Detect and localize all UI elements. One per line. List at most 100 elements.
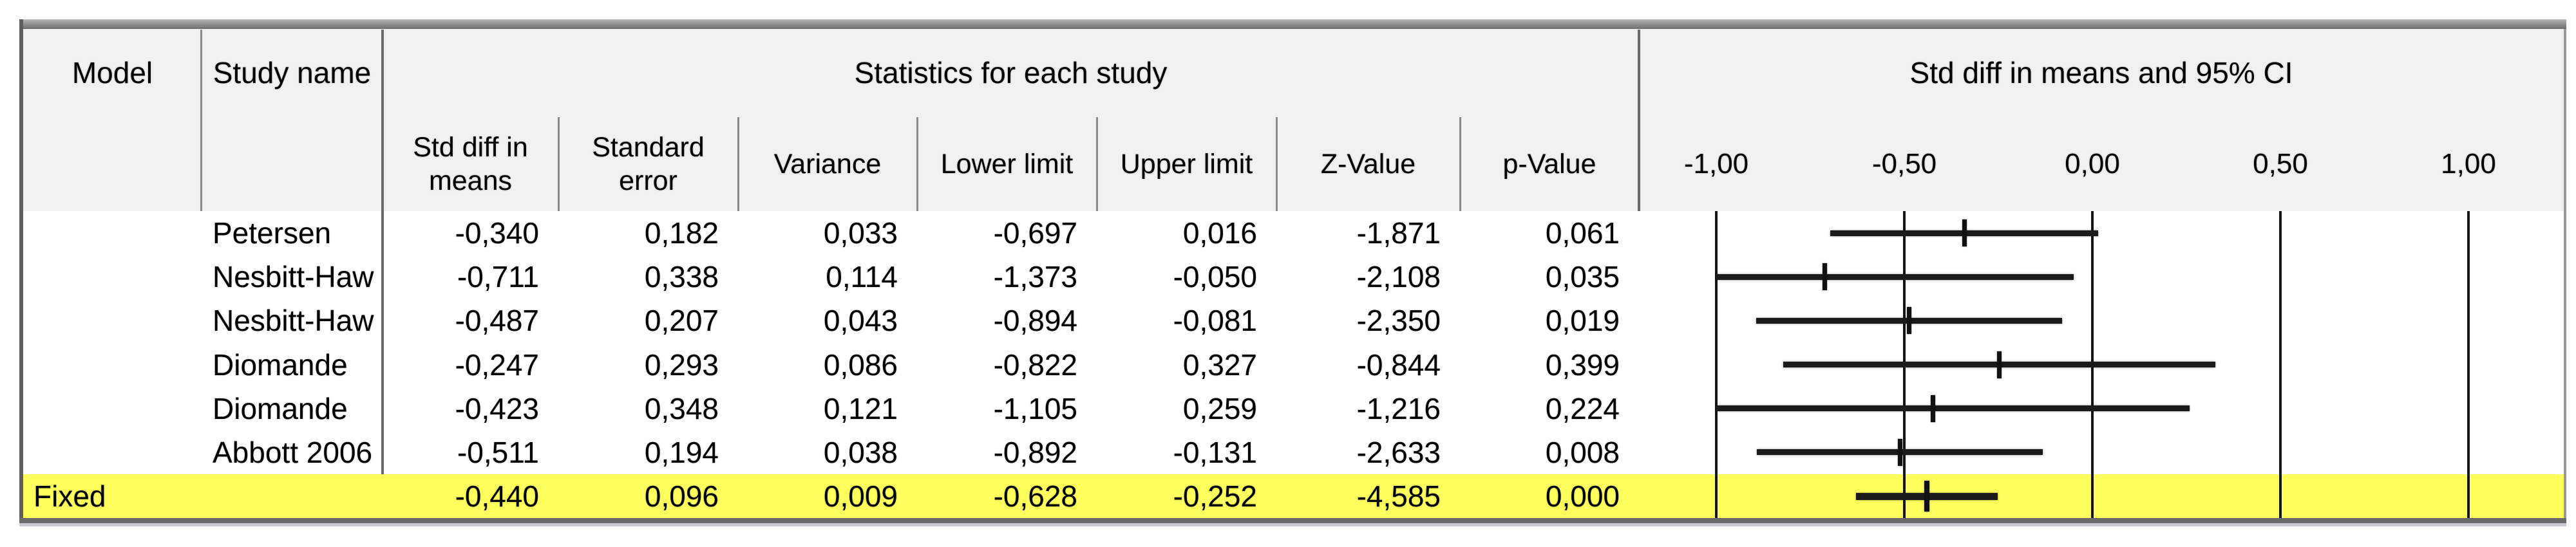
table-top-border xyxy=(19,19,2566,29)
divider-study-stats xyxy=(381,30,384,518)
cell-variance: 0,038 xyxy=(823,435,898,469)
ci-marker-abbott-2006 xyxy=(1898,438,1903,466)
cell-lower-limit: -0,894 xyxy=(993,304,1077,338)
table-row[interactable]: Fixed -0,440 0,096 0,009 -0,628 -0,252 -4,585 0… xyxy=(0,474,2576,518)
cell-variance: 0,114 xyxy=(826,260,898,294)
cell-std-diff: -0,511 xyxy=(457,435,539,469)
table-row[interactable]: Diomande -0,423 0,348 0,121 -1,105 0,259 -1,21… xyxy=(0,387,2576,431)
table-bottom-shadow xyxy=(19,523,2566,526)
cell-model xyxy=(23,387,202,431)
divider-stat-3 xyxy=(916,117,918,211)
cell-p-value: 0,008 xyxy=(1545,435,1620,469)
cell-lower-limit: -1,105 xyxy=(993,391,1077,425)
divider-stat-6 xyxy=(1459,117,1461,211)
table-row[interactable]: Nesbitt-Haw -0,487 0,207 0,043 -0,894 -0,081 -… xyxy=(0,299,2576,342)
cell-model: Fixed xyxy=(33,479,106,513)
cell-study-name: Abbott 2006 xyxy=(213,435,373,469)
ci-marker-diomande xyxy=(1931,394,1936,422)
divider-stat-2 xyxy=(737,117,739,211)
stat-subheader-6: Z-Value xyxy=(1320,149,1416,180)
cell-variance: 0,009 xyxy=(823,479,898,513)
cell-lower-limit: -0,628 xyxy=(993,479,1077,513)
cell-study-name: Nesbitt-Haw xyxy=(213,260,374,294)
table-row[interactable]: Abbott 2006 -0,511 0,194 0,038 -0,892 -0,131 -… xyxy=(0,431,2576,474)
cell-std-diff: -0,487 xyxy=(455,304,539,338)
cell-z-value: -2,350 xyxy=(1356,304,1441,338)
axis-tick-label--0,50: -0,50 xyxy=(1871,148,1937,180)
cell-std-error: 0,194 xyxy=(644,435,719,469)
cell-study-name xyxy=(202,474,383,518)
cell-lower-limit: -0,697 xyxy=(993,216,1077,250)
ci-marker-diomande xyxy=(1997,351,2002,378)
cell-lower-limit: -1,373 xyxy=(993,260,1077,294)
table-bottom-border xyxy=(19,518,2566,523)
divider-stats-plot xyxy=(1638,30,1640,211)
table-row[interactable]: Diomande -0,247 0,293 0,086 -0,822 0,327 -0,84… xyxy=(0,343,2576,387)
ci-line-diomande xyxy=(1716,405,2190,412)
table-row[interactable]: Petersen -0,340 0,182 0,033 -0,697 0,016 -1,87… xyxy=(0,211,2576,255)
cell-study-name: Petersen xyxy=(213,216,332,250)
cell-std-diff: -0,247 xyxy=(455,348,539,382)
cell-study-name: Nesbitt-Haw xyxy=(213,304,374,338)
stat-subheader-2: Standard error xyxy=(592,132,705,196)
cell-variance: 0,086 xyxy=(823,348,898,382)
stat-subheader-3: Variance xyxy=(773,149,882,180)
cell-upper-limit: -0,131 xyxy=(1173,435,1257,469)
cell-std-error: 0,096 xyxy=(644,479,719,513)
stat-subheader-4: Lower limit xyxy=(940,149,1074,180)
cell-model xyxy=(23,431,202,474)
cell-p-value: 0,019 xyxy=(1545,304,1620,338)
cell-variance: 0,121 xyxy=(823,391,898,425)
cell-z-value: -2,108 xyxy=(1356,260,1441,294)
cell-std-diff: -0,340 xyxy=(455,216,539,250)
stat-subheader-1: Std diff in means xyxy=(413,132,528,196)
ci-line-nesbitt-haw xyxy=(1716,274,2074,280)
divider-stat-5 xyxy=(1276,117,1278,211)
cell-p-value: 0,399 xyxy=(1545,348,1620,382)
cell-model xyxy=(23,255,202,299)
cell-p-value: 0,061 xyxy=(1545,216,1620,250)
axis-tick-label-0,00: 0,00 xyxy=(2065,148,2120,180)
cell-model xyxy=(23,343,202,387)
table-right-border xyxy=(2564,29,2566,523)
cell-upper-limit: 0,016 xyxy=(1182,216,1257,250)
ci-marker-nesbitt-haw xyxy=(1823,263,1828,291)
table-header-background xyxy=(19,29,2566,211)
cell-z-value: -0,844 xyxy=(1356,348,1441,382)
cell-upper-limit: -0,252 xyxy=(1173,479,1257,513)
cell-model xyxy=(23,299,202,342)
table-row[interactable]: Nesbitt-Haw -0,711 0,338 0,114 -1,373 -0,050 -… xyxy=(0,255,2576,299)
cell-p-value: 0,000 xyxy=(1545,479,1620,513)
cell-upper-limit: -0,081 xyxy=(1173,304,1257,338)
cell-std-error: 0,207 xyxy=(644,304,719,338)
cell-upper-limit: 0,327 xyxy=(1182,348,1257,382)
cell-std-error: 0,348 xyxy=(644,391,719,425)
stat-subheader-5: Upper limit xyxy=(1120,149,1253,180)
table-left-border xyxy=(19,19,23,523)
gridline--1 xyxy=(1715,211,1718,518)
cell-upper-limit: 0,259 xyxy=(1182,391,1257,425)
cell-model xyxy=(23,211,202,255)
cell-std-diff: -0,440 xyxy=(455,479,539,513)
cell-std-error: 0,182 xyxy=(644,216,719,250)
divider-stat-4 xyxy=(1096,117,1098,211)
cell-upper-limit: -0,050 xyxy=(1173,260,1257,294)
gridline-0.5 xyxy=(2279,211,2282,518)
stat-subheader-7: p-Value xyxy=(1502,149,1596,180)
fixed-row-highlight xyxy=(23,474,2564,518)
divider-stat-1 xyxy=(558,117,560,211)
cell-lower-limit: -0,822 xyxy=(993,348,1077,382)
ci-marker-petersen xyxy=(1962,219,1967,247)
cell-z-value: -1,871 xyxy=(1356,216,1441,250)
divider-model-study xyxy=(200,30,202,211)
cell-variance: 0,033 xyxy=(823,216,898,250)
axis-tick-label-0,50: 0,50 xyxy=(2253,148,2308,180)
cell-p-value: 0,224 xyxy=(1545,391,1620,425)
cell-lower-limit: -0,892 xyxy=(993,435,1077,469)
column-group-forest-plot: Std diff in means and 95% CI xyxy=(1909,56,2293,89)
cell-z-value: -4,585 xyxy=(1356,479,1441,513)
axis-tick-label-1,00: 1,00 xyxy=(2441,148,2496,180)
column-header-model: Model xyxy=(71,56,153,89)
ci-marker-nesbitt-haw xyxy=(1907,307,1912,335)
